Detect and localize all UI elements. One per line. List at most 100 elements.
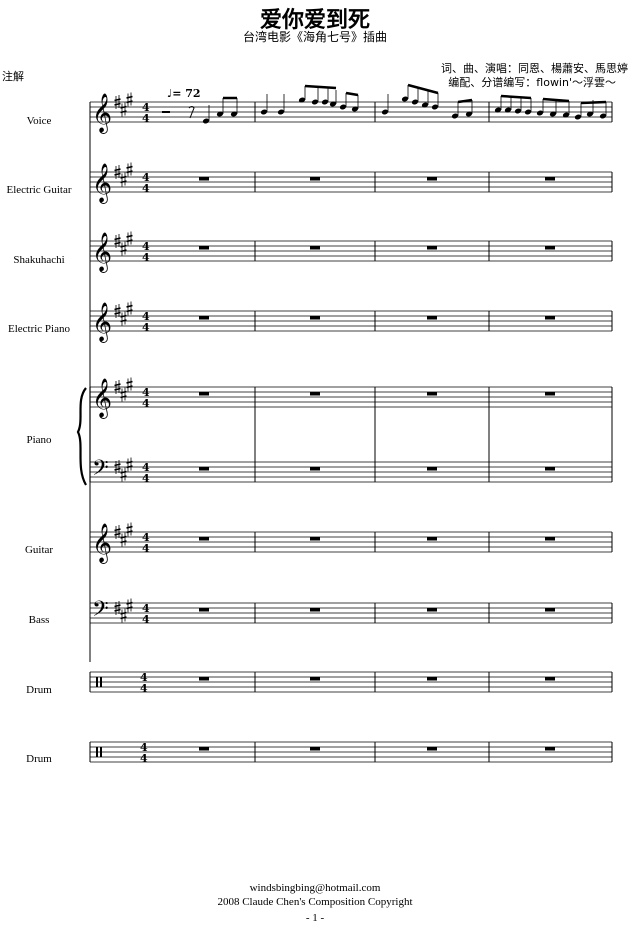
note-beam xyxy=(407,83,439,95)
sharp-sign xyxy=(114,304,121,318)
treble-clef-icon: 𝄞 xyxy=(92,163,112,204)
sharp-sign xyxy=(126,162,133,177)
percussion-clef-icon xyxy=(96,677,98,687)
whole-rest xyxy=(199,537,209,541)
whole-rest xyxy=(545,747,555,751)
note-head xyxy=(311,99,319,105)
whole-rest xyxy=(545,316,555,320)
whole-rest xyxy=(427,747,437,751)
score-subtitle: 台湾电影《海角七号》插曲 xyxy=(242,30,387,44)
instrument-label-electric-piano: Electric Piano xyxy=(7,323,70,335)
note-head xyxy=(351,106,359,112)
sharp-sign xyxy=(114,165,121,179)
sharp-sign xyxy=(120,172,127,187)
note-head xyxy=(586,111,594,117)
note-head xyxy=(421,102,429,108)
note-beam xyxy=(500,94,532,100)
bass-clef-icon: 𝄢 xyxy=(92,597,109,627)
whole-rest xyxy=(310,537,320,541)
whole-rest xyxy=(310,467,320,471)
instrument-label-guitar: Guitar xyxy=(24,544,54,556)
note-beam xyxy=(580,100,607,105)
treble-clef-icon: 𝄞 xyxy=(92,523,112,564)
note-head xyxy=(277,109,285,115)
score-title: 爱你爱到死 xyxy=(259,7,370,33)
percussion-clef-icon xyxy=(100,747,102,757)
note-head xyxy=(562,112,570,118)
note-head xyxy=(329,101,337,107)
time-signature-top: 4 xyxy=(142,101,150,114)
treble-clef-icon: 𝄞 xyxy=(92,378,112,419)
note-beam xyxy=(457,98,473,104)
whole-rest xyxy=(310,608,320,612)
whole-rest xyxy=(310,747,320,751)
note-head xyxy=(260,109,268,115)
whole-rest xyxy=(310,392,320,396)
whole-rest xyxy=(427,177,437,181)
whole-rest xyxy=(545,467,555,471)
instrument-label-voice: Voice xyxy=(26,115,52,127)
sharp-sign xyxy=(126,92,133,107)
staff-lines xyxy=(89,101,613,763)
time-signature-bottom: 4 xyxy=(142,472,150,485)
annotation-label: 注解 xyxy=(2,70,24,83)
time-signature-top: 4 xyxy=(142,386,150,399)
note-head xyxy=(298,97,306,103)
note-head xyxy=(216,111,224,117)
instrument-label-drum-1: Drum xyxy=(26,684,52,696)
piano-brace xyxy=(76,387,87,486)
time-signature-bottom: 4 xyxy=(142,397,150,410)
time-signature-bottom: 4 xyxy=(142,182,150,195)
instrument-label-bass: Bass xyxy=(28,614,50,626)
sharp-sign xyxy=(120,532,127,547)
sharp-sign xyxy=(114,380,121,394)
note-head xyxy=(536,110,544,116)
note-beam xyxy=(345,91,359,97)
bass-clef-icon: 𝄢 xyxy=(92,456,109,486)
note-head xyxy=(524,109,532,115)
sharp-sign xyxy=(120,387,127,402)
note-head xyxy=(574,114,582,120)
note-head xyxy=(494,107,502,113)
sharp-sign xyxy=(120,608,127,623)
sharp-sign xyxy=(120,241,127,256)
instrument-label-drum-2: Drum xyxy=(26,753,52,765)
note-head xyxy=(514,108,522,114)
sharp-sign xyxy=(126,301,133,316)
credit-composer: 词、曲、演唱：同恩、楊蕭安、馬思婷 xyxy=(441,62,628,75)
time-signature-bottom: 4 xyxy=(142,251,150,264)
note-head xyxy=(599,113,607,119)
treble-clef-icon: 𝄞 xyxy=(92,93,112,134)
sharp-sign xyxy=(126,457,133,472)
whole-rest xyxy=(545,537,555,541)
page-number: - 1 - xyxy=(305,912,325,924)
whole-rest xyxy=(199,177,209,181)
note-head xyxy=(381,109,389,115)
note-head xyxy=(504,107,512,113)
whole-rest xyxy=(310,677,320,681)
whole-rest xyxy=(427,316,437,320)
time-signature-top: 4 xyxy=(140,741,148,754)
whole-rest xyxy=(427,608,437,612)
sharp-sign xyxy=(120,102,127,117)
instrument-label-piano: Piano xyxy=(26,434,52,446)
instrument-label-electric-guitar: Electric Guitar xyxy=(6,184,72,196)
note-beam xyxy=(542,97,570,103)
note-head xyxy=(451,113,459,119)
time-signature-top: 4 xyxy=(142,461,150,474)
sharp-sign xyxy=(120,467,127,482)
note-beam xyxy=(304,84,337,90)
note-head xyxy=(431,104,439,110)
sharp-sign xyxy=(126,377,133,392)
sharp-sign xyxy=(120,311,127,326)
time-signature-top: 4 xyxy=(142,240,150,253)
note-head xyxy=(339,104,347,110)
treble-clef-icon: 𝄞 xyxy=(92,232,112,273)
whole-rest xyxy=(199,747,209,751)
time-signature-bottom: 4 xyxy=(142,112,150,125)
whole-rest xyxy=(199,608,209,612)
footer-email: windsbingbing@hotmail.com xyxy=(249,882,381,894)
time-signature-bottom: 4 xyxy=(142,321,150,334)
